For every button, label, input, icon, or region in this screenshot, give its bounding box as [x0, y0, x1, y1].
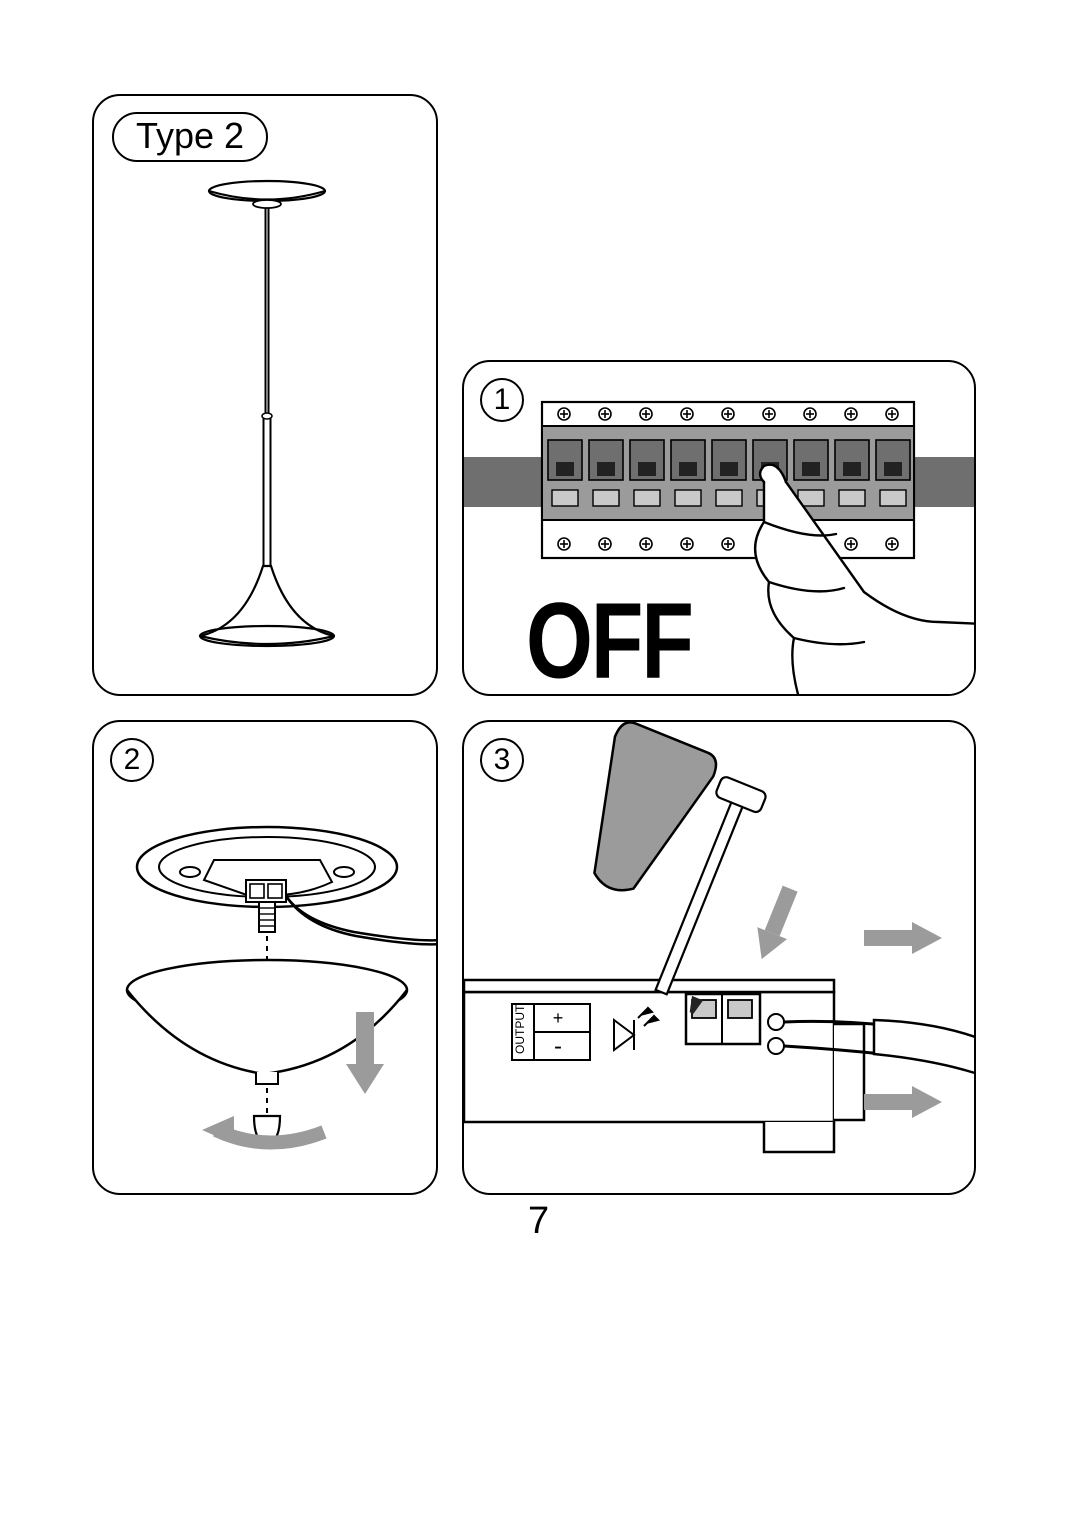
- driver-terminal-illustration: OUTPUT + -: [464, 722, 976, 1195]
- panel-step-3: 3 OUTPUT + -: [462, 720, 976, 1195]
- canopy-illustration: [94, 722, 438, 1195]
- panel-type-overview: Type 2: [92, 94, 438, 696]
- output-label-text: OUTPUT: [513, 1004, 527, 1054]
- pendant-lamp-illustration: [94, 96, 438, 696]
- panel-step-2: 2: [92, 720, 438, 1195]
- minus-label: -: [554, 1033, 562, 1060]
- off-label: OFF: [526, 580, 692, 696]
- page-number: 7: [528, 1200, 549, 1243]
- instruction-page: Type 2 1: [0, 0, 1080, 1527]
- panel-step-1: 1: [462, 360, 976, 696]
- type-label: Type 2: [112, 112, 268, 162]
- plus-label: +: [553, 1008, 564, 1028]
